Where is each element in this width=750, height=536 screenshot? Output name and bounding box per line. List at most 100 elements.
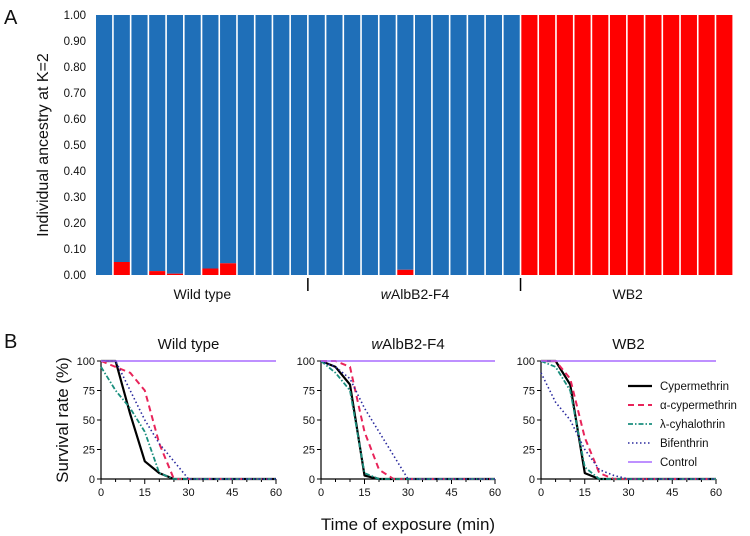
series-line-cyhalothrin [320,360,495,480]
y-tick-label: 75 [83,386,95,398]
ancestry-bar-cluster1 [290,15,308,275]
ancestry-bar-cluster2 [220,263,237,275]
y-tick-label: 0.00 [64,270,86,282]
series-line-cypermethrin [101,359,276,481]
survival-charts: 0 25 50 75 100 0 15 30 45 60 Wild type 0 25 50 75 100 0 1… [53,336,722,499]
ancestry-bar-cluster2 [521,15,538,275]
panel-label-b: B [4,331,17,353]
legend-label: α-cypermethrin [660,400,737,412]
ancestry-bar-cluster1 [202,15,219,269]
x-tick-label: 45 [666,487,678,499]
panel-title-italic: w [371,336,383,353]
x-tick-label: 0 [98,487,104,499]
series-line-cypermethrin [321,360,495,480]
y-tick-label: 100 [77,356,95,368]
ancestry-bar-cluster1 [485,15,503,275]
x-tick-label: 30 [182,487,194,499]
y-tick-label: 0.60 [64,114,86,126]
x-axis-title: Time of exposure (min) [321,515,495,534]
group-label: WB2 [612,286,643,302]
group-label: Wild type [174,286,232,302]
ancestry-bar-cluster2 [609,15,627,275]
panel-title: WB2 [612,336,645,353]
ancestry-bar-cluster2 [627,15,644,275]
x-tick-label: 15 [358,487,370,499]
panel-title-main: AlbB2-F4 [382,336,445,353]
x-tick-label: 0 [538,487,544,499]
y-tick-label: 50 [83,415,95,427]
ancestry-bar-cluster1 [379,15,396,275]
series-line-bifenthrin [540,372,716,480]
x-tick-label: 45 [445,487,457,499]
panel-title-main: WB2 [612,336,645,353]
ancestry-bar-cluster1 [184,15,201,275]
y-tick-label: 1.00 [64,10,86,22]
x-tick-label: 60 [489,487,501,499]
series-line-cypermethrin [320,359,495,481]
x-tick-label: 30 [622,487,634,499]
x-tick-label: 60 [710,487,722,499]
x-tick-label: 0 [318,487,324,499]
ancestry-bar-cluster1 [237,15,254,275]
y-tick-label: 0.40 [64,166,86,178]
panel-title: wAlbB2-F4 [371,336,444,353]
ancestry-bar-cluster1 [308,15,325,275]
group-label: wAlbB2-F4 [381,286,450,302]
y-tick-label: 100 [517,356,535,368]
y-tick-label: 75 [523,386,535,398]
y-tick-label: 0 [89,474,95,486]
ancestry-bar-cluster2 [698,15,715,275]
ancestry-bar-cluster2 [645,15,662,275]
y-tick-label: 0.10 [64,244,86,256]
ancestry-bar-cluster2 [113,262,130,275]
ancestry-bar-cluster2 [663,15,680,275]
x-tick-label: 30 [402,487,414,499]
ancestry-bar-cluster1 [344,15,361,275]
x-tick-label: 45 [226,487,238,499]
ancestry-bar-cluster2 [716,15,733,275]
legend-label: λ-cyhalothrin [660,419,725,431]
series-line-cyhalothrin [100,366,276,480]
ancestry-bar-cluster2 [680,15,697,275]
ancestry-bar-cluster2 [556,15,573,275]
y-tick-label: 0 [309,474,315,486]
panel-title-main: Wild type [158,336,220,353]
ancestry-bar-cluster1 [397,15,414,270]
ancestry-bar-cluster1 [166,15,184,274]
ancestry-bar-cluster1 [361,15,378,275]
ancestry-bar-cluster1 [96,15,113,275]
legend-label: Control [660,457,697,469]
legend-label: Bifenthrin [660,438,709,450]
y-tick-label: 25 [303,445,315,457]
group-label-main: Wild type [174,286,232,302]
ancestry-bar-cluster2 [592,15,609,275]
series-line-bifenthrin [101,360,276,480]
ancestry-bar-cluster1 [503,15,520,275]
ancestry-bar-cluster1 [432,15,449,275]
series-line-cypermethrin [100,360,276,480]
y-tick-label: 75 [303,386,315,398]
y-tick-label: 0.50 [64,140,86,152]
ancestry-bar-cluster2 [539,15,556,275]
group-label-italic: w [381,286,392,302]
legend: Cypermethrin α-cypermethrin λ-cyhalothrin B… [628,381,737,469]
ancestry-bar-cluster1 [131,15,148,275]
ancestry-bar-cluster2 [397,269,414,275]
ancestry-bar-cluster1 [415,15,432,275]
ancestry-chart: 0.00 0.10 0.20 0.30 0.40 0.50 0.60 0.70 0.80 0.90… [35,10,733,302]
ancestry-bar-cluster1 [113,15,130,262]
y-tick-label: 0.70 [64,88,86,100]
series-line-bifenthrin [320,360,495,480]
ancestry-bar-cluster2 [574,15,591,275]
panel-label-a: A [4,7,18,29]
y-tick-label: 25 [523,445,535,457]
ancestry-bar-cluster1 [468,15,485,275]
ancestry-bar-cluster1 [273,15,290,275]
ancestry-bar-cluster2 [202,268,219,275]
series-line-cyhalothrin [540,360,716,480]
y-axis-title: Individual ancestry at K=2 [35,53,52,237]
y-tick-label: 25 [83,445,95,457]
ancestry-bar-cluster1 [326,15,343,275]
x-tick-label: 60 [270,487,282,499]
